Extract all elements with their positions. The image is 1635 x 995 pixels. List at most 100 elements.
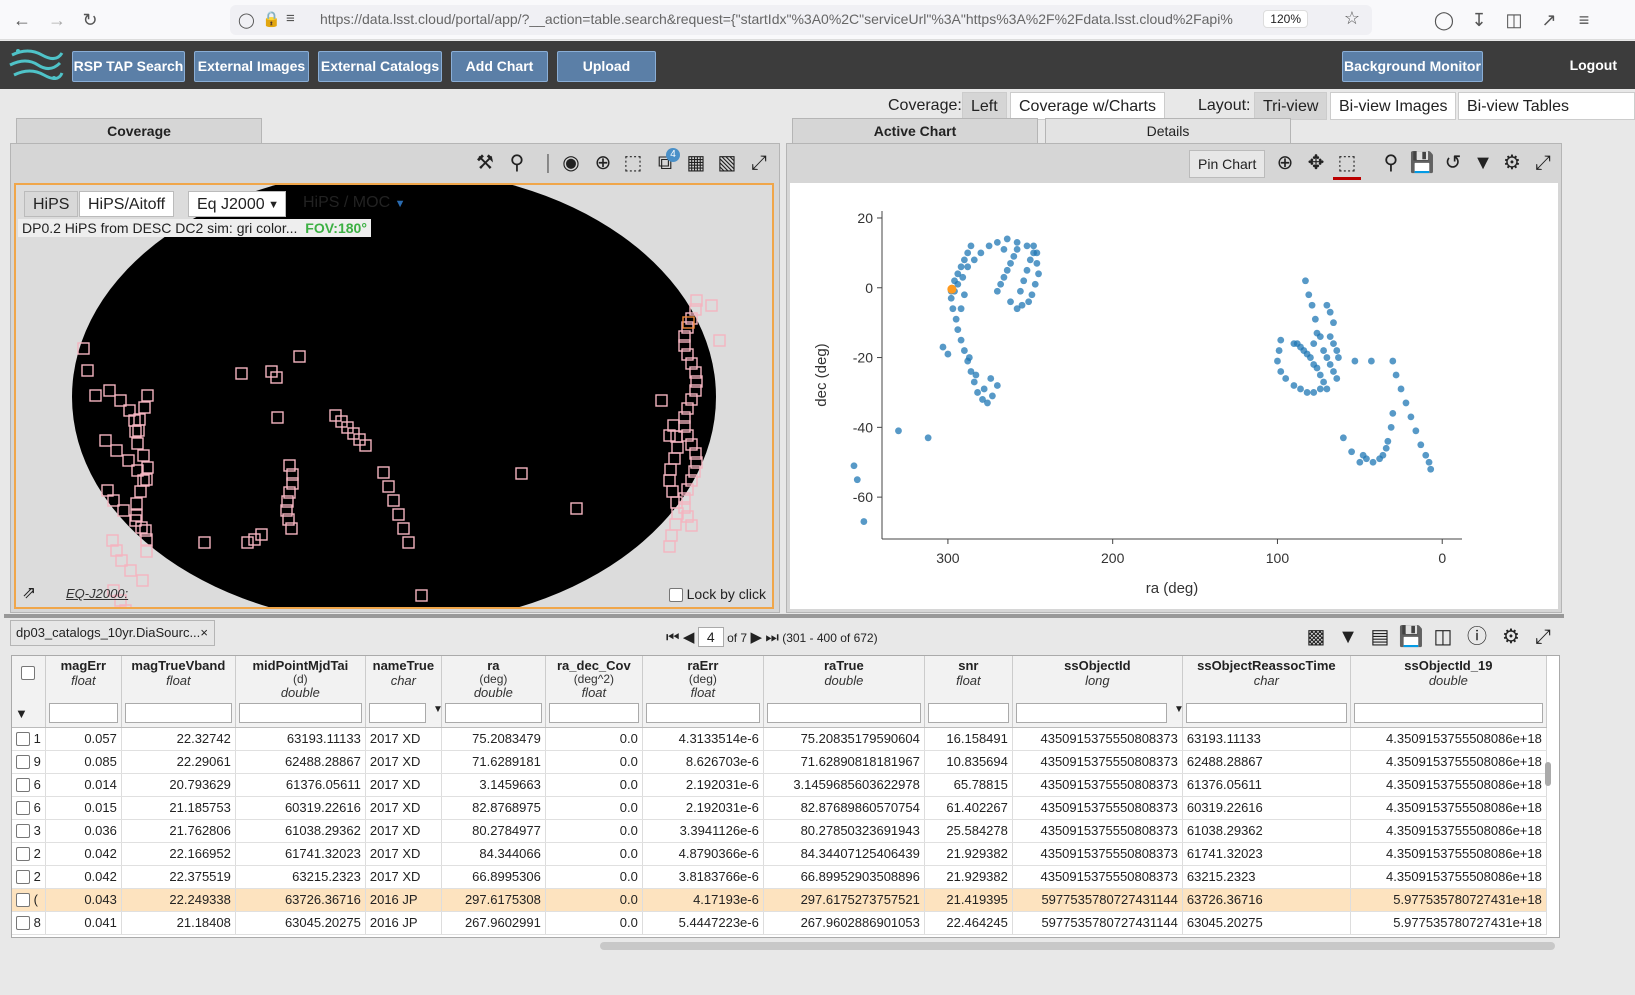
data-point[interactable] <box>1000 273 1008 281</box>
data-point[interactable] <box>1376 455 1384 463</box>
coverage-box[interactable] <box>377 466 390 479</box>
data-point[interactable] <box>1020 277 1028 285</box>
coverage-box[interactable] <box>107 584 120 597</box>
lock-checkbox[interactable] <box>668 588 683 602</box>
coverage-box[interactable] <box>81 364 94 377</box>
coverage-box[interactable] <box>705 299 718 312</box>
data-point[interactable] <box>1310 340 1318 347</box>
data-point[interactable] <box>1320 347 1327 354</box>
data-point[interactable] <box>1302 277 1309 285</box>
table-row[interactable]: 2 0.042 22.166952 61741.32023 2017 XD 84.3440… <box>12 842 1547 866</box>
data-point[interactable] <box>1389 357 1397 365</box>
row-checkbox[interactable] <box>16 824 30 839</box>
panel-divider[interactable] <box>4 614 1564 618</box>
coverage-box[interactable] <box>685 438 698 451</box>
coverage-box[interactable] <box>678 411 691 424</box>
data-point[interactable] <box>954 270 962 278</box>
column-filter-input[interactable] <box>645 703 760 724</box>
view-hips[interactable]: HiPS <box>24 191 79 217</box>
data-point[interactable] <box>1310 389 1318 396</box>
data-point[interactable] <box>895 427 902 435</box>
data-point[interactable] <box>993 287 1001 295</box>
data-point[interactable] <box>860 518 868 525</box>
column-filter-input[interactable] <box>238 703 362 724</box>
data-point[interactable] <box>967 242 975 250</box>
data-point[interactable] <box>1330 319 1337 327</box>
reset-zoom-icon[interactable]: ⚲ <box>1383 152 1399 174</box>
coverage-box[interactable] <box>136 574 149 587</box>
data-point[interactable] <box>1000 245 1008 253</box>
save-chart-icon[interactable]: 💾 <box>1409 152 1435 174</box>
column-filter-input[interactable] <box>48 703 118 724</box>
column-filter-input[interactable] <box>1015 703 1167 724</box>
row-checkbox[interactable] <box>16 847 30 862</box>
select-area-icon[interactable]: ⬚ <box>623 152 643 174</box>
data-point[interactable] <box>1384 437 1392 445</box>
zoom-search-icon[interactable]: ⚲ <box>509 152 525 174</box>
row-select-cell[interactable]: 6 <box>12 796 46 820</box>
data-point[interactable] <box>1323 354 1331 361</box>
data-point[interactable] <box>970 256 978 264</box>
pan-icon[interactable]: ✥ <box>1307 152 1325 174</box>
data-point[interactable] <box>1427 465 1435 473</box>
coverage-box[interactable] <box>117 504 130 517</box>
coverage-box[interactable] <box>685 474 698 487</box>
data-point[interactable] <box>1282 375 1290 382</box>
data-point[interactable] <box>993 239 1001 246</box>
table-row[interactable]: (0.043 22.249338 63726.36716 2016 JP 297.617… <box>12 888 1547 912</box>
data-point[interactable] <box>979 396 986 403</box>
data-point[interactable] <box>1397 385 1405 393</box>
data-point[interactable] <box>1389 409 1397 417</box>
coverage-box[interactable] <box>110 444 123 457</box>
data-point[interactable] <box>977 249 985 257</box>
coverage-box[interactable] <box>713 334 726 347</box>
row-select-cell[interactable]: 3 <box>12 819 46 843</box>
data-point[interactable] <box>1003 235 1011 243</box>
coverage-box[interactable] <box>685 393 698 406</box>
column-header[interactable]: ssObjectId long <box>1012 656 1183 700</box>
coverage-box[interactable] <box>685 519 698 532</box>
column-filter-input[interactable] <box>124 703 232 724</box>
table-save-icon[interactable]: 💾 <box>1398 626 1424 648</box>
prev-page-icon[interactable]: ◀ <box>682 629 695 646</box>
data-point[interactable] <box>1326 333 1334 341</box>
coverage-box[interactable] <box>678 339 691 352</box>
share-icon[interactable]: ↗ <box>1541 10 1557 30</box>
coverage-box[interactable] <box>139 524 152 537</box>
image-lock-icon[interactable]: ▦ <box>686 152 706 174</box>
column-filter-input[interactable] <box>766 703 921 724</box>
coverage-box[interactable] <box>122 454 135 467</box>
data-point[interactable] <box>1335 354 1342 361</box>
coverage-box[interactable] <box>114 394 127 407</box>
coverage-box[interactable] <box>283 459 296 472</box>
coverage-box[interactable] <box>89 389 102 402</box>
column-options-icon[interactable]: ◫ <box>1433 626 1453 648</box>
upload-button[interactable]: Upload <box>557 51 656 82</box>
table-row[interactable]: 3 0.036 21.762806 61038.29362 2017 XD 80.2784… <box>12 819 1547 843</box>
data-point[interactable] <box>954 326 962 334</box>
data-grid[interactable]: magErr float magTrueVband float midPointMjdT… <box>11 655 1560 938</box>
table-filter-icon[interactable]: ▼ <box>1338 626 1358 648</box>
pin-chart-button[interactable]: Pin Chart <box>1189 150 1266 178</box>
coverage-box[interactable] <box>107 494 120 507</box>
expand-chart-icon[interactable]: ⤢ <box>1535 152 1551 174</box>
coverage-box[interactable] <box>198 536 211 549</box>
row-checkbox[interactable] <box>16 778 30 793</box>
external-images-button[interactable]: External Images <box>194 51 309 82</box>
layout-option-biview-images[interactable]: Bi-view Images <box>1330 92 1457 120</box>
coverage-box[interactable] <box>282 513 295 526</box>
row-checkbox[interactable] <box>16 916 30 931</box>
forward-arrow-icon[interactable]: → <box>48 10 66 30</box>
column-filter-input[interactable] <box>1353 703 1543 724</box>
data-point[interactable] <box>1412 427 1420 435</box>
data-point[interactable] <box>1013 305 1021 313</box>
data-point[interactable] <box>1417 441 1425 449</box>
funnel-icon[interactable]: ▼ <box>15 705 28 721</box>
coverage-box[interactable] <box>106 534 119 547</box>
data-point[interactable] <box>985 242 993 250</box>
coverage-box[interactable] <box>140 473 153 486</box>
data-point[interactable] <box>997 280 1005 288</box>
coverage-box[interactable] <box>99 434 112 447</box>
data-point[interactable] <box>1367 357 1375 365</box>
